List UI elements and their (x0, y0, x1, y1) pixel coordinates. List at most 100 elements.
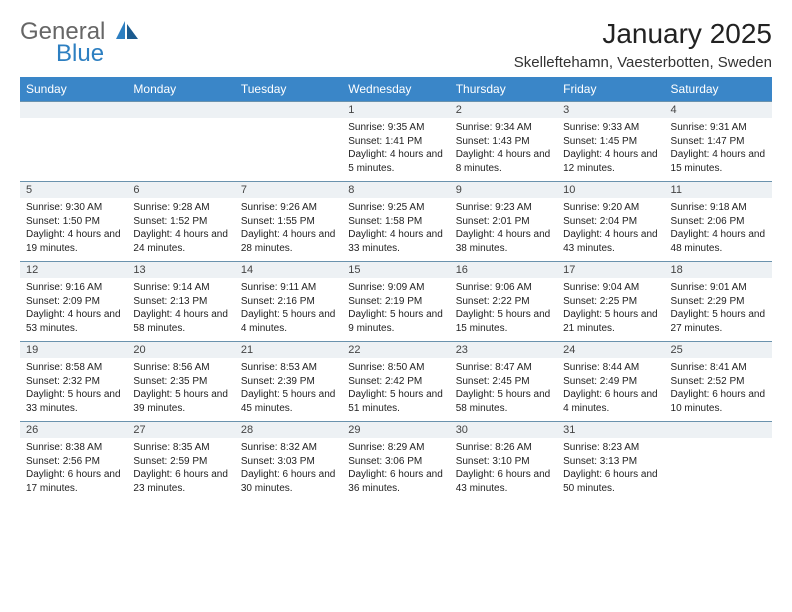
calendar-week: 12131415161718Sunrise: 9:16 AM Sunset: 2… (20, 261, 772, 341)
day-cell: Sunrise: 9:25 AM Sunset: 1:58 PM Dayligh… (342, 198, 449, 261)
day-cell: Sunrise: 8:44 AM Sunset: 2:49 PM Dayligh… (557, 358, 664, 421)
day-cell: Sunrise: 8:26 AM Sunset: 3:10 PM Dayligh… (450, 438, 557, 501)
day-number: 9 (450, 182, 557, 198)
day-header: Saturday (665, 77, 772, 101)
location-text: Skelleftehamn, Vaesterbotten, Sweden (514, 54, 772, 71)
day-number: 25 (665, 342, 772, 358)
day-number: 12 (20, 262, 127, 278)
daynum-row: 19202122232425 (20, 342, 772, 358)
day-cell: Sunrise: 9:35 AM Sunset: 1:41 PM Dayligh… (342, 118, 449, 181)
day-number (20, 102, 127, 118)
content-row: Sunrise: 9:35 AM Sunset: 1:41 PM Dayligh… (20, 118, 772, 181)
day-cell: Sunrise: 9:01 AM Sunset: 2:29 PM Dayligh… (665, 278, 772, 341)
day-header: Sunday (20, 77, 127, 101)
day-cell: Sunrise: 8:38 AM Sunset: 2:56 PM Dayligh… (20, 438, 127, 501)
calendar-week: 19202122232425Sunrise: 8:58 AM Sunset: 2… (20, 341, 772, 421)
day-number: 17 (557, 262, 664, 278)
day-number: 24 (557, 342, 664, 358)
day-number: 20 (127, 342, 234, 358)
day-number: 22 (342, 342, 449, 358)
daynum-row: 12131415161718 (20, 262, 772, 278)
calendar-week: 567891011Sunrise: 9:30 AM Sunset: 1:50 P… (20, 181, 772, 261)
day-cell (127, 118, 234, 181)
day-cell: Sunrise: 8:58 AM Sunset: 2:32 PM Dayligh… (20, 358, 127, 421)
content-row: Sunrise: 9:16 AM Sunset: 2:09 PM Dayligh… (20, 278, 772, 341)
day-cell (665, 438, 772, 501)
day-cell: Sunrise: 8:23 AM Sunset: 3:13 PM Dayligh… (557, 438, 664, 501)
day-number: 5 (20, 182, 127, 198)
day-header: Wednesday (342, 77, 449, 101)
day-cell: Sunrise: 8:35 AM Sunset: 2:59 PM Dayligh… (127, 438, 234, 501)
calendar-week: 262728293031Sunrise: 8:38 AM Sunset: 2:5… (20, 421, 772, 501)
day-cell: Sunrise: 9:34 AM Sunset: 1:43 PM Dayligh… (450, 118, 557, 181)
day-cell: Sunrise: 9:09 AM Sunset: 2:19 PM Dayligh… (342, 278, 449, 341)
day-number: 14 (235, 262, 342, 278)
day-cell: Sunrise: 8:56 AM Sunset: 2:35 PM Dayligh… (127, 358, 234, 421)
day-number: 19 (20, 342, 127, 358)
header-right: January 2025 Skelleftehamn, Vaesterbotte… (514, 18, 772, 71)
day-number: 8 (342, 182, 449, 198)
day-number: 23 (450, 342, 557, 358)
day-number: 2 (450, 102, 557, 118)
day-cell: Sunrise: 9:04 AM Sunset: 2:25 PM Dayligh… (557, 278, 664, 341)
day-number: 31 (557, 422, 664, 438)
day-number: 7 (235, 182, 342, 198)
day-number: 26 (20, 422, 127, 438)
day-cell: Sunrise: 8:41 AM Sunset: 2:52 PM Dayligh… (665, 358, 772, 421)
day-header: Friday (557, 77, 664, 101)
day-number: 27 (127, 422, 234, 438)
day-number: 1 (342, 102, 449, 118)
day-number: 30 (450, 422, 557, 438)
day-number: 10 (557, 182, 664, 198)
day-cell: Sunrise: 9:31 AM Sunset: 1:47 PM Dayligh… (665, 118, 772, 181)
day-cell: Sunrise: 9:20 AM Sunset: 2:04 PM Dayligh… (557, 198, 664, 261)
day-cell: Sunrise: 9:30 AM Sunset: 1:50 PM Dayligh… (20, 198, 127, 261)
day-cell: Sunrise: 8:53 AM Sunset: 2:39 PM Dayligh… (235, 358, 342, 421)
calendar: Sunday Monday Tuesday Wednesday Thursday… (20, 77, 772, 501)
day-cell: Sunrise: 9:33 AM Sunset: 1:45 PM Dayligh… (557, 118, 664, 181)
day-cell: Sunrise: 9:26 AM Sunset: 1:55 PM Dayligh… (235, 198, 342, 261)
day-number: 4 (665, 102, 772, 118)
day-header: Monday (127, 77, 234, 101)
day-number (665, 422, 772, 438)
day-cell (235, 118, 342, 181)
day-cell: Sunrise: 9:28 AM Sunset: 1:52 PM Dayligh… (127, 198, 234, 261)
day-number: 3 (557, 102, 664, 118)
month-title: January 2025 (514, 18, 772, 50)
daynum-row: 567891011 (20, 182, 772, 198)
day-cell: Sunrise: 8:47 AM Sunset: 2:45 PM Dayligh… (450, 358, 557, 421)
day-cell: Sunrise: 8:50 AM Sunset: 2:42 PM Dayligh… (342, 358, 449, 421)
day-cell: Sunrise: 9:23 AM Sunset: 2:01 PM Dayligh… (450, 198, 557, 261)
day-cell: Sunrise: 9:18 AM Sunset: 2:06 PM Dayligh… (665, 198, 772, 261)
day-header: Thursday (450, 77, 557, 101)
logo-sail-icon (116, 18, 138, 46)
day-number: 11 (665, 182, 772, 198)
logo: General Blue (20, 18, 138, 68)
day-cell: Sunrise: 9:16 AM Sunset: 2:09 PM Dayligh… (20, 278, 127, 341)
day-cell: Sunrise: 8:29 AM Sunset: 3:06 PM Dayligh… (342, 438, 449, 501)
day-number: 18 (665, 262, 772, 278)
calendar-body: 1234Sunrise: 9:35 AM Sunset: 1:41 PM Day… (20, 101, 772, 501)
day-cell: Sunrise: 9:06 AM Sunset: 2:22 PM Dayligh… (450, 278, 557, 341)
content-row: Sunrise: 9:30 AM Sunset: 1:50 PM Dayligh… (20, 198, 772, 261)
day-number: 29 (342, 422, 449, 438)
logo-text: General Blue (20, 18, 138, 68)
day-number: 16 (450, 262, 557, 278)
daynum-row: 1234 (20, 102, 772, 118)
day-number: 15 (342, 262, 449, 278)
day-number: 28 (235, 422, 342, 438)
day-number: 13 (127, 262, 234, 278)
daynum-row: 262728293031 (20, 422, 772, 438)
day-cell: Sunrise: 9:11 AM Sunset: 2:16 PM Dayligh… (235, 278, 342, 341)
day-number: 6 (127, 182, 234, 198)
calendar-week: 1234Sunrise: 9:35 AM Sunset: 1:41 PM Day… (20, 101, 772, 181)
day-number: 21 (235, 342, 342, 358)
day-cell (20, 118, 127, 181)
day-header: Tuesday (235, 77, 342, 101)
day-number (127, 102, 234, 118)
calendar-header-row: Sunday Monday Tuesday Wednesday Thursday… (20, 77, 772, 101)
content-row: Sunrise: 8:38 AM Sunset: 2:56 PM Dayligh… (20, 438, 772, 501)
day-cell: Sunrise: 8:32 AM Sunset: 3:03 PM Dayligh… (235, 438, 342, 501)
content-row: Sunrise: 8:58 AM Sunset: 2:32 PM Dayligh… (20, 358, 772, 421)
day-cell: Sunrise: 9:14 AM Sunset: 2:13 PM Dayligh… (127, 278, 234, 341)
